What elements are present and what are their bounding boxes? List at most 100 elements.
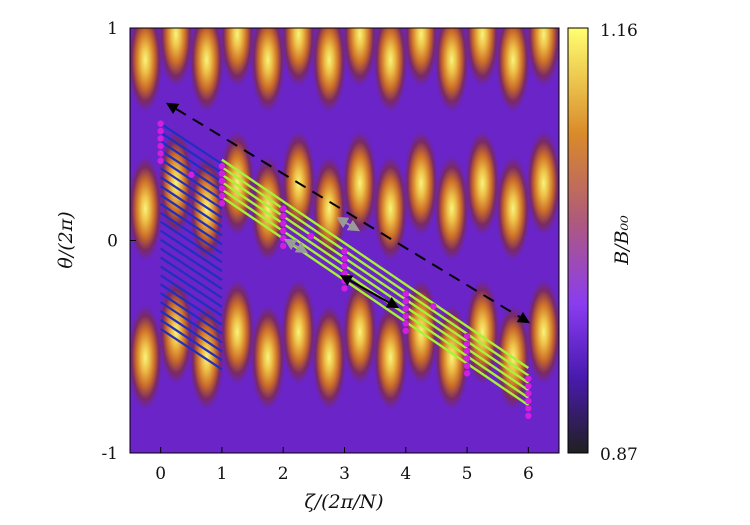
magenta-point [402,305,409,312]
field-band [526,28,559,87]
magenta-point [463,355,471,362]
x-tick-label: 1 [217,464,228,484]
field-band [158,28,193,87]
x-axis-ticks: 0 1 2 3 4 5 6 [155,447,534,484]
magenta-point [280,235,287,242]
x-tick-label: 0 [155,464,166,484]
short-black-arrow [339,274,400,309]
magenta-point [157,127,164,135]
colorbar-label: B/B₀₀ [611,215,633,266]
blue-line [160,319,223,362]
magenta-point [402,290,409,297]
field-band [250,305,285,410]
magenta-point [402,327,409,335]
magenta-point [157,142,164,150]
field-band [220,28,255,87]
magenta-point [218,200,226,207]
field-band [342,28,377,87]
magenta-point [218,162,226,170]
field-band [496,28,531,112]
magenta-point [463,347,471,355]
magenta-point [463,370,471,377]
magenta-point [402,312,409,320]
blue-line [160,327,223,371]
x-tick-label: 4 [400,464,411,484]
field-band [220,279,255,384]
x-tick-label: 6 [523,464,534,484]
field-band [189,305,224,410]
magenta-point [280,205,287,212]
magenta-point [463,362,471,370]
magenta-point [157,120,164,127]
field-band [342,131,377,236]
magenta-point [188,171,195,178]
field-band [496,156,531,261]
magenta-point [525,412,532,420]
magenta-point [402,297,409,305]
field-band [281,279,316,384]
field-band [434,305,469,410]
field-band [250,28,285,112]
magenta-point [280,212,287,220]
magenta-point [157,157,164,165]
magenta-point [341,262,348,270]
field-band [342,279,377,384]
field-band [434,156,469,261]
colorbar-min-label: 0.87 [600,445,638,465]
field-band [526,131,559,236]
x-tick-label: 3 [339,464,350,484]
field-band [189,28,224,112]
magenta-point [280,220,287,227]
magenta-point [218,192,226,200]
magenta-point [525,405,532,412]
magenta-point [463,332,471,340]
field-band [130,305,163,410]
field-band [373,28,408,112]
magenta-point [341,285,348,292]
colorbar-max-label: 1.16 [600,21,638,41]
field-band [404,28,439,87]
field-band [130,156,163,261]
field-band [312,156,347,261]
field-band [312,28,347,112]
y-axis-label: θ/(2π) [55,211,77,268]
y-tick-label: -1 [101,444,118,464]
magenta-point [525,397,532,405]
magenta-point [157,150,164,157]
x-axis-label: ζ/(2π/N) [304,491,383,513]
dashed-arrow [165,102,531,324]
x-tick-label: 5 [462,464,473,484]
y-tick-label: 0 [107,232,118,252]
field-band [465,28,500,87]
field-band [434,28,469,112]
magenta-point [525,382,532,390]
gray-arrow-lower [283,238,309,254]
magenta-point [525,390,532,397]
y-axis-ticks: 1 0 -1 [101,19,136,464]
magenta-point [307,233,314,240]
magenta-point [280,242,287,250]
magenta-point [402,320,409,327]
magenta-point [341,255,348,262]
gray-arrow-upper [335,216,361,232]
magenta-point [157,135,164,142]
y-tick-label: 1 [107,19,118,39]
field-band [158,131,193,236]
x-tick-label: 2 [278,464,289,484]
field-band [404,131,439,236]
magenta-point [430,303,437,310]
magenta-point [525,375,532,382]
magenta-point [218,170,226,177]
magenta-point [341,247,348,255]
magenta-point [280,227,287,235]
magenta-point [463,340,471,347]
field-band [130,28,163,112]
field-band [526,279,559,384]
field-band [312,305,347,410]
field-band [465,131,500,236]
field-band [373,305,408,410]
colorbar [567,27,589,454]
magenta-point [218,177,226,185]
field-band [281,28,316,87]
